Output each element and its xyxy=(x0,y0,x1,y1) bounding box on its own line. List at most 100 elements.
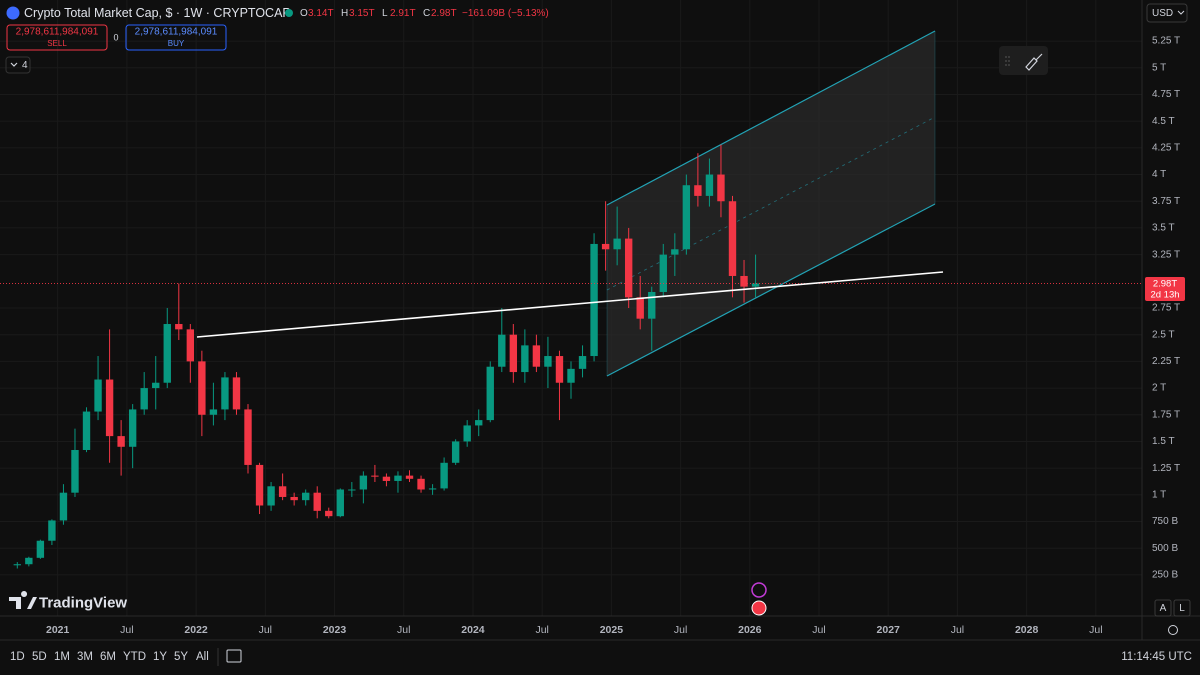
event-icon[interactable] xyxy=(751,582,767,598)
spread: 0 xyxy=(113,32,118,42)
candle-body xyxy=(163,324,171,383)
chevron-icon xyxy=(1177,10,1185,15)
timeframe-button[interactable]: All xyxy=(196,651,209,663)
scale-button[interactable] xyxy=(1154,599,1172,617)
sell-button[interactable] xyxy=(6,24,108,51)
candle-body xyxy=(290,496,298,501)
indicators-toggle[interactable] xyxy=(5,56,31,74)
x-tick-label: Jul xyxy=(535,624,548,636)
y-tick-label: 500 B xyxy=(1152,543,1178,554)
timeframe-button[interactable]: 6M xyxy=(100,651,116,663)
candle-body xyxy=(94,379,102,412)
ohlc-value: 2.91T xyxy=(390,8,416,19)
trend-line[interactable] xyxy=(196,271,944,338)
scale-button-label[interactable]: A xyxy=(1160,603,1167,614)
candle-body xyxy=(463,425,471,442)
candle-body xyxy=(244,409,252,465)
candle-body xyxy=(278,486,287,497)
change: −161.09B (−5.13%) xyxy=(462,8,549,19)
settings-icon[interactable] xyxy=(1168,625,1178,635)
candle-body xyxy=(544,356,552,367)
timeframe-button[interactable]: 3M xyxy=(77,651,93,663)
indicators-count[interactable]: 4 xyxy=(22,60,28,71)
channel-lower[interactable] xyxy=(606,203,936,377)
candle-body xyxy=(36,540,45,558)
candle-body xyxy=(394,475,402,481)
channel-upper[interactable] xyxy=(606,30,936,206)
channel-fill[interactable] xyxy=(607,31,935,376)
y-tick-label: 750 B xyxy=(1152,516,1178,527)
chevron-icon xyxy=(10,62,18,67)
candle-body xyxy=(382,476,391,481)
candle-body xyxy=(509,334,518,373)
symbol-title[interactable]: Crypto Total Market Cap, $ · 1W · CRYPTO… xyxy=(24,6,291,20)
candle-body xyxy=(301,492,310,501)
y-tick-label: 2.25 T xyxy=(1152,356,1180,367)
candle-body xyxy=(232,377,241,410)
x-tick-label: 2028 xyxy=(1015,624,1039,636)
sell-price[interactable]: 2,978,611,984,091 xyxy=(16,27,99,38)
candle-body xyxy=(659,254,667,292)
x-tick-label: Jul xyxy=(951,624,964,636)
timeframe-button[interactable]: 1M xyxy=(54,651,70,663)
channel-middle[interactable] xyxy=(606,116,936,291)
y-tick-label: 5.25 T xyxy=(1152,36,1180,47)
ohlc-key: L xyxy=(382,8,388,19)
candle-body xyxy=(313,492,321,511)
timeframe-button[interactable]: 5D xyxy=(32,651,47,663)
candle-body xyxy=(325,510,333,517)
currency-selector[interactable] xyxy=(1146,3,1188,23)
candle-body xyxy=(532,345,541,367)
scale-button-label[interactable]: L xyxy=(1179,603,1185,614)
y-tick-label: 4.75 T xyxy=(1152,89,1180,100)
y-tick-label: 4.25 T xyxy=(1152,143,1180,154)
candle-body xyxy=(336,489,344,517)
y-tick-label: 5 T xyxy=(1152,62,1166,73)
drawing-toolbar[interactable] xyxy=(999,46,1048,75)
buy-button[interactable] xyxy=(125,24,227,51)
x-tick-label: Jul xyxy=(674,624,687,636)
brand-name[interactable]: TradingView xyxy=(39,594,127,611)
price-tag xyxy=(1145,277,1185,301)
timeframe-button[interactable]: 5Y xyxy=(174,651,188,663)
candle-body xyxy=(13,564,21,566)
y-tick-label: 1.25 T xyxy=(1152,463,1180,474)
x-tick-label: 2026 xyxy=(738,624,762,636)
y-tick-label: 2 T xyxy=(1152,383,1166,394)
market-status[interactable] xyxy=(285,9,293,17)
buy-label[interactable]: BUY xyxy=(168,39,185,48)
y-tick-label: 1.5 T xyxy=(1152,436,1175,447)
symbol-logo xyxy=(6,6,20,20)
candle-body xyxy=(82,411,91,450)
candle-body xyxy=(175,324,183,330)
candle-body xyxy=(198,361,206,415)
candle-body xyxy=(451,441,460,463)
timeframe-button[interactable]: YTD xyxy=(123,651,146,663)
candle-body xyxy=(255,464,264,506)
clock: 11:14:45 UTC xyxy=(1121,651,1192,663)
candle-body xyxy=(682,185,691,250)
date-range-icon[interactable] xyxy=(226,649,242,663)
candle-body xyxy=(428,488,437,490)
candle-body xyxy=(186,329,195,362)
scale-button[interactable] xyxy=(1173,599,1191,617)
candle-body xyxy=(267,486,275,506)
currency[interactable]: USD xyxy=(1152,8,1173,19)
y-tick-label: 3.5 T xyxy=(1152,223,1175,234)
ohlc-value: 3.14T xyxy=(308,8,334,19)
candle-body xyxy=(751,283,760,287)
ohlc-value: 2.98T xyxy=(431,8,457,19)
sell-label[interactable]: SELL xyxy=(47,39,67,48)
timeframe-button[interactable]: 1Y xyxy=(153,651,167,663)
candle-body xyxy=(728,201,737,276)
candle-body xyxy=(209,409,218,415)
y-tick-label: 2.75 T xyxy=(1152,303,1180,314)
buy-price[interactable]: 2,978,611,984,091 xyxy=(135,27,218,38)
event-icon[interactable] xyxy=(751,600,767,616)
x-tick-label: 2022 xyxy=(184,624,208,636)
timeframe-button[interactable]: 1D xyxy=(10,651,25,663)
candle-body xyxy=(152,382,160,389)
brush-icon[interactable] xyxy=(1025,53,1043,71)
candle-body xyxy=(578,356,587,369)
x-tick-label: 2021 xyxy=(46,624,70,636)
